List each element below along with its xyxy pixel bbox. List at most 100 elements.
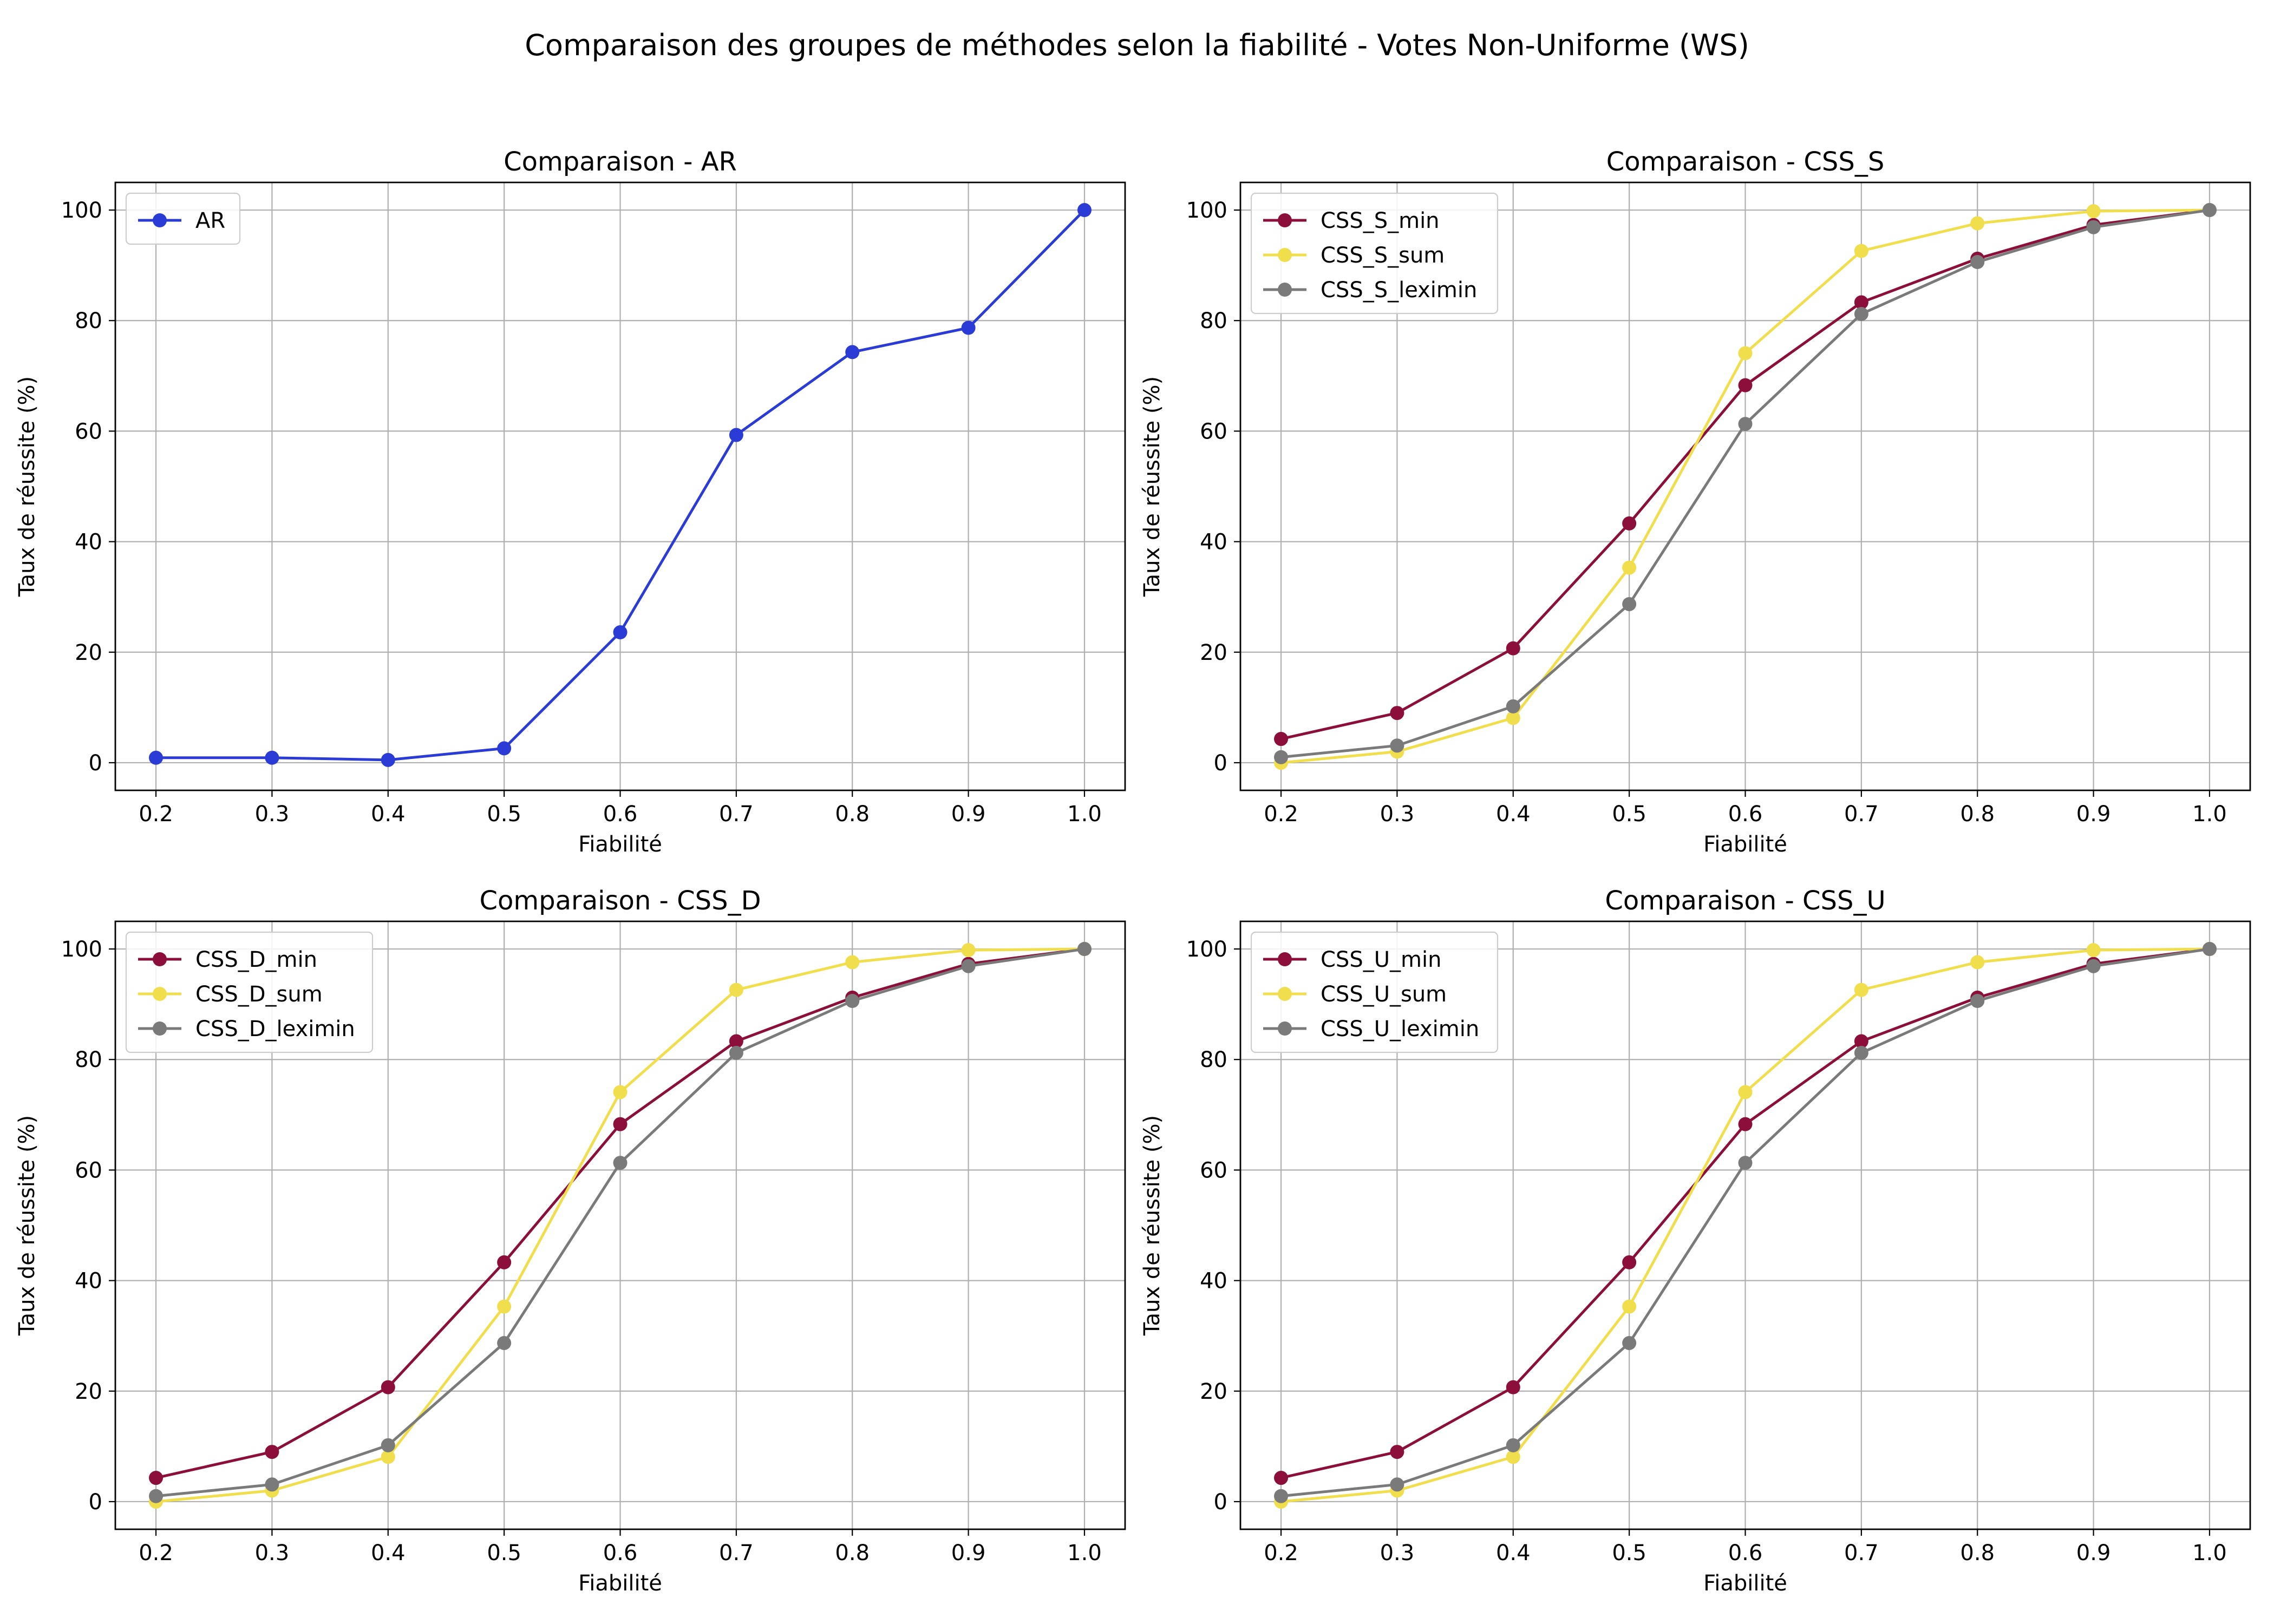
data-point	[1738, 1117, 1753, 1131]
y-tick-label: 0	[89, 751, 102, 776]
panel-title: Comparaison - CSS_D	[479, 886, 761, 916]
x-tick-label: 0.8	[835, 1541, 870, 1566]
x-tick-label: 0.2	[1264, 802, 1298, 827]
data-point	[2202, 942, 2217, 957]
y-axis-label: Taux de réussite (%)	[15, 376, 40, 597]
y-tick-label: 100	[61, 198, 102, 223]
data-point	[729, 1034, 743, 1049]
series-ar	[149, 203, 1092, 767]
data-point	[1622, 1299, 1637, 1314]
x-tick-label: 0.3	[255, 1541, 290, 1566]
legend-marker	[1278, 213, 1292, 227]
data-point	[1506, 1380, 1520, 1394]
data-point	[265, 1477, 279, 1492]
legend-marker	[153, 213, 167, 227]
x-tick-label: 0.7	[1844, 1541, 1879, 1566]
data-point	[1854, 983, 1868, 997]
series-css-u-sum	[1274, 942, 2217, 1509]
x-tick-label: 0.2	[1264, 1541, 1298, 1566]
x-tick-label: 0.9	[2076, 802, 2111, 827]
x-axis-label: Fiabilité	[1703, 1571, 1787, 1596]
y-tick-label: 20	[75, 640, 102, 665]
data-point	[1738, 417, 1753, 431]
data-point	[1854, 295, 1868, 310]
x-tick-label: 0.3	[1380, 1541, 1415, 1566]
x-tick-label: 1.0	[1067, 1541, 1102, 1566]
y-tick-label: 60	[1200, 1158, 1227, 1183]
data-point	[845, 345, 860, 359]
data-point	[265, 1445, 279, 1459]
plot-frame	[1239, 181, 2251, 791]
x-tick-label: 0.4	[371, 1541, 406, 1566]
y-tick-label: 40	[75, 530, 102, 555]
legend-marker	[1278, 987, 1292, 1001]
legend-entry: CSS_D_min	[195, 947, 317, 972]
x-tick-label: 0.3	[1380, 802, 1415, 827]
x-tick-label: 0.7	[1844, 802, 1879, 827]
plot-frame	[1239, 920, 2251, 1530]
data-point	[961, 320, 976, 335]
data-point	[1077, 203, 1092, 218]
x-axis-label: Fiabilité	[578, 832, 662, 857]
data-point	[1854, 244, 1868, 258]
data-point	[1506, 641, 1520, 656]
y-tick-label: 60	[75, 1158, 102, 1183]
series-css-s-leximin	[1274, 203, 2217, 764]
x-tick-label: 0.2	[139, 802, 173, 827]
y-tick-label: 60	[75, 419, 102, 444]
legend-marker	[153, 987, 167, 1001]
y-axis-label: Taux de réussite (%)	[1140, 1115, 1165, 1336]
series-css-u-leximin	[1274, 942, 2217, 1503]
y-tick-label: 80	[75, 309, 102, 333]
data-point	[497, 741, 512, 756]
data-point	[265, 750, 279, 765]
legend-marker	[1278, 283, 1292, 297]
data-point	[961, 959, 976, 973]
data-point	[1390, 1445, 1404, 1459]
x-tick-label: 1.0	[1067, 802, 1102, 827]
data-point	[1622, 597, 1637, 611]
data-point	[497, 1255, 512, 1269]
data-point	[729, 983, 743, 997]
legend-marker	[153, 1021, 167, 1036]
y-tick-label: 100	[1186, 937, 1227, 962]
data-point	[1622, 1335, 1637, 1350]
panel-title: Comparaison - CSS_S	[1606, 147, 1885, 177]
data-point	[1970, 955, 1985, 970]
data-point	[497, 1335, 512, 1350]
legend-entry: CSS_U_min	[1321, 947, 1441, 972]
x-axis-label: Fiabilité	[578, 1571, 662, 1596]
x-tick-label: 0.9	[2076, 1541, 2111, 1566]
y-tick-label: 80	[1200, 1047, 1227, 1072]
data-point	[1274, 1471, 1289, 1485]
panel-title: Comparaison - CSS_U	[1605, 886, 1885, 916]
legend-entry: CSS_S_sum	[1321, 243, 1445, 268]
x-tick-label: 0.9	[951, 802, 986, 827]
x-tick-label: 0.4	[371, 802, 406, 827]
x-tick-label: 0.8	[1960, 1541, 1995, 1566]
x-tick-label: 0.6	[603, 1541, 638, 1566]
legend-entry: CSS_D_leximin	[195, 1017, 355, 1042]
data-point	[1738, 1085, 1753, 1099]
x-tick-label: 0.6	[1728, 802, 1763, 827]
y-tick-label: 40	[1200, 530, 1227, 555]
x-tick-label: 0.6	[603, 802, 638, 827]
data-point	[381, 1450, 395, 1464]
legend: CSS_S_min CSS_S_sum CSS_S_leximin	[1250, 192, 1499, 315]
x-tick-label: 0.5	[487, 802, 521, 827]
y-tick-label: 100	[61, 937, 102, 962]
y-tick-label: 0	[1214, 1490, 1227, 1515]
legend-marker	[153, 952, 167, 966]
data-point	[845, 994, 860, 1009]
data-point	[1854, 306, 1868, 321]
legend-box	[1250, 192, 1499, 315]
legend-box	[1250, 931, 1499, 1053]
plot-frame	[114, 920, 1126, 1530]
data-point	[497, 1299, 512, 1314]
y-tick-label: 60	[1200, 419, 1227, 444]
data-point	[1506, 1450, 1520, 1464]
data-point	[149, 750, 164, 765]
y-tick-label: 0	[1214, 751, 1227, 776]
